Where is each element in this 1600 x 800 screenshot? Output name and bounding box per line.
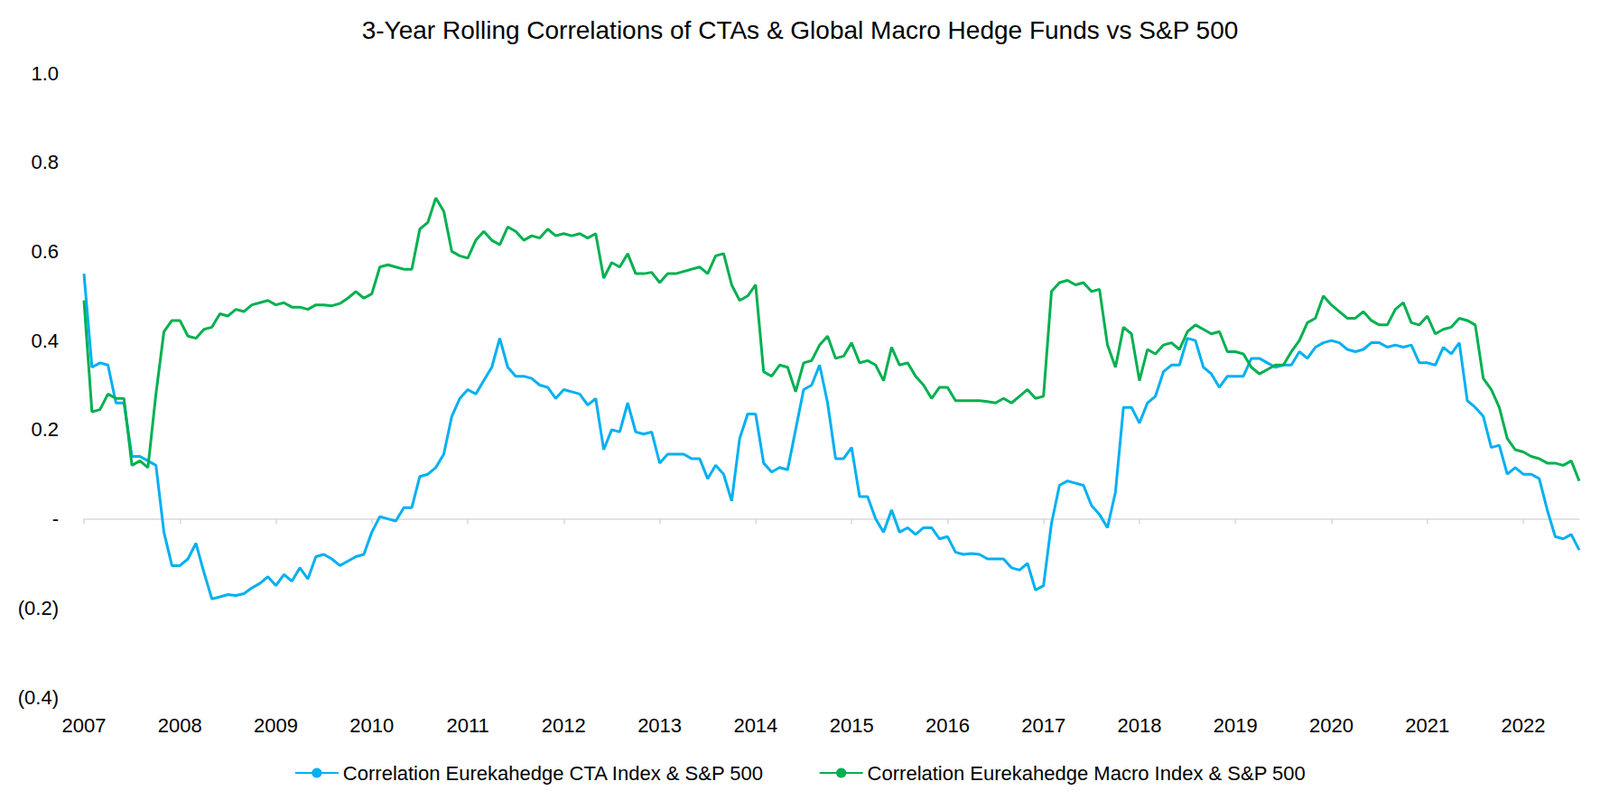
svg-text:2014: 2014 [733, 714, 778, 737]
svg-text:2016: 2016 [925, 714, 970, 737]
svg-text:2017: 2017 [1021, 714, 1066, 737]
svg-text:0.6: 0.6 [30, 240, 59, 263]
svg-text:2007: 2007 [62, 714, 107, 737]
svg-text:2013: 2013 [637, 714, 682, 737]
svg-text:-: - [52, 507, 59, 531]
svg-text:2008: 2008 [158, 714, 203, 737]
svg-text:3-Year Rolling Correlations of: 3-Year Rolling Correlations of CTAs & Gl… [362, 16, 1239, 45]
svg-text:2021: 2021 [1404, 714, 1450, 737]
svg-text:2009: 2009 [253, 714, 298, 737]
svg-text:2010: 2010 [349, 714, 394, 737]
svg-text:Correlation Eurekahedge CTA In: Correlation Eurekahedge CTA Index & S&P … [343, 762, 763, 785]
svg-text:(0.2): (0.2) [18, 596, 59, 620]
svg-text:2019: 2019 [1213, 714, 1258, 737]
svg-text:0.4: 0.4 [30, 329, 59, 353]
svg-text:0.8: 0.8 [30, 150, 59, 174]
svg-text:2018: 2018 [1116, 714, 1162, 737]
svg-text:2020: 2020 [1309, 714, 1354, 737]
svg-text:(0.4): (0.4) [18, 686, 59, 709]
svg-text:2015: 2015 [829, 714, 875, 737]
svg-text:Correlation Eurekahedge Macro: Correlation Eurekahedge Macro Index & S&… [867, 762, 1306, 785]
svg-text:2022: 2022 [1501, 714, 1546, 737]
svg-text:2011: 2011 [446, 714, 489, 737]
svg-text:0.2: 0.2 [30, 418, 59, 441]
svg-text:1.0: 1.0 [30, 62, 59, 85]
svg-text:2012: 2012 [541, 714, 587, 737]
